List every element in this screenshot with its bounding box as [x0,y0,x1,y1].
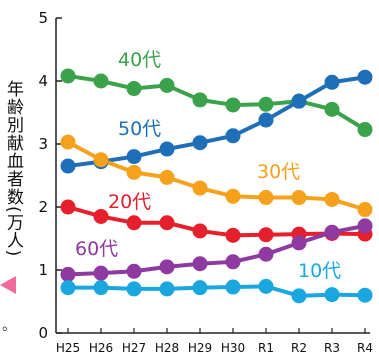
y-tick-label: 2 [38,198,48,216]
data-point-40 [192,92,208,108]
data-point-20 [258,227,274,243]
series-line-60 [67,223,366,277]
data-point-10 [159,281,175,297]
data-point-60 [192,256,208,272]
data-point-40 [93,73,109,89]
data-point-30 [291,190,307,206]
data-point-10 [291,288,307,304]
data-point-20 [126,215,142,231]
x-tick-label: H25 [56,341,80,355]
data-point-40 [60,68,76,84]
data-point-20 [192,223,208,239]
data-point-10 [258,278,274,294]
data-point-30 [357,202,373,218]
data-point-50 [159,141,175,157]
data-point-30 [126,164,142,180]
data-point-60 [225,254,241,270]
series-line-10 [68,284,366,298]
data-point-50 [258,112,274,128]
y-tick-label: 1 [38,261,48,279]
data-point-50 [357,69,373,85]
data-point-40 [258,96,274,112]
data-point-60 [159,259,175,275]
data-point-60 [126,263,142,279]
x-tick-label: R3 [324,341,340,355]
series-label-20: 20代 [108,191,151,213]
data-point-60 [93,265,109,281]
x-tick-label: R4 [357,341,373,355]
data-point-10 [126,281,142,297]
data-point-50 [291,93,307,109]
y-tick-label: 4 [38,72,48,90]
series-label-10: 10代 [298,260,341,282]
x-tick-label: H26 [89,341,113,355]
y-axis-label: 年齢別献血者数(万人) [3,80,23,258]
x-tick-label: H29 [188,341,212,355]
data-point-60 [324,224,340,240]
series-line-20 [67,205,366,238]
data-point-10 [324,287,340,303]
data-point-30 [192,180,208,196]
data-point-40 [126,81,142,97]
data-point-40 [225,97,241,113]
pink-arrow-icon [0,276,16,294]
data-point-50 [324,74,340,90]
series-lines [67,73,367,298]
y-tick-label: 5 [38,9,48,27]
data-point-30 [324,191,340,207]
axes: 0 1 2 3 4 5 H25 H26 H27 H28 H29 H30 R1 R2 R3 R4 [38,9,373,355]
series-points [60,68,373,304]
series-label-30: 30代 [257,161,300,183]
data-point-10 [357,287,373,303]
data-point-20 [93,208,109,224]
data-point-40 [159,77,175,93]
data-point-10 [93,280,109,296]
y-tick-label: 0 [38,324,48,342]
data-point-30 [60,134,76,150]
data-point-60 [291,235,307,251]
data-point-60 [357,218,373,234]
series-line-30 [67,140,366,212]
series-line-50 [67,75,366,169]
series-line-40 [67,73,367,132]
data-point-20 [159,215,175,231]
series-label-50: 50代 [118,118,161,140]
series-label-40: 40代 [118,49,161,71]
data-point-50 [225,128,241,144]
x-tick-label: H30 [221,341,245,355]
data-point-60 [258,246,274,262]
data-point-10 [192,280,208,296]
data-point-50 [192,135,208,151]
series-labels: 40代 50代 30代 20代 60代 10代 [75,49,341,282]
series-label-60: 60代 [75,238,118,260]
data-point-40 [324,101,340,117]
data-point-10 [225,279,241,295]
y-tick-label: 3 [38,135,48,153]
x-tick-label: R1 [258,341,274,355]
data-point-30 [93,152,109,168]
x-tick-label: H28 [155,341,179,355]
data-point-60 [60,266,76,282]
data-point-20 [60,199,76,215]
data-point-10 [60,280,76,296]
data-point-30 [159,169,175,185]
data-point-20 [225,227,241,243]
data-point-30 [225,188,241,204]
data-point-50 [60,158,76,174]
data-point-30 [258,190,274,206]
x-tick-label: R2 [291,341,307,355]
data-point-40 [357,122,373,138]
x-tick-label: H27 [122,341,146,355]
edge-fragment: 。 [2,318,16,334]
data-point-50 [126,149,142,165]
